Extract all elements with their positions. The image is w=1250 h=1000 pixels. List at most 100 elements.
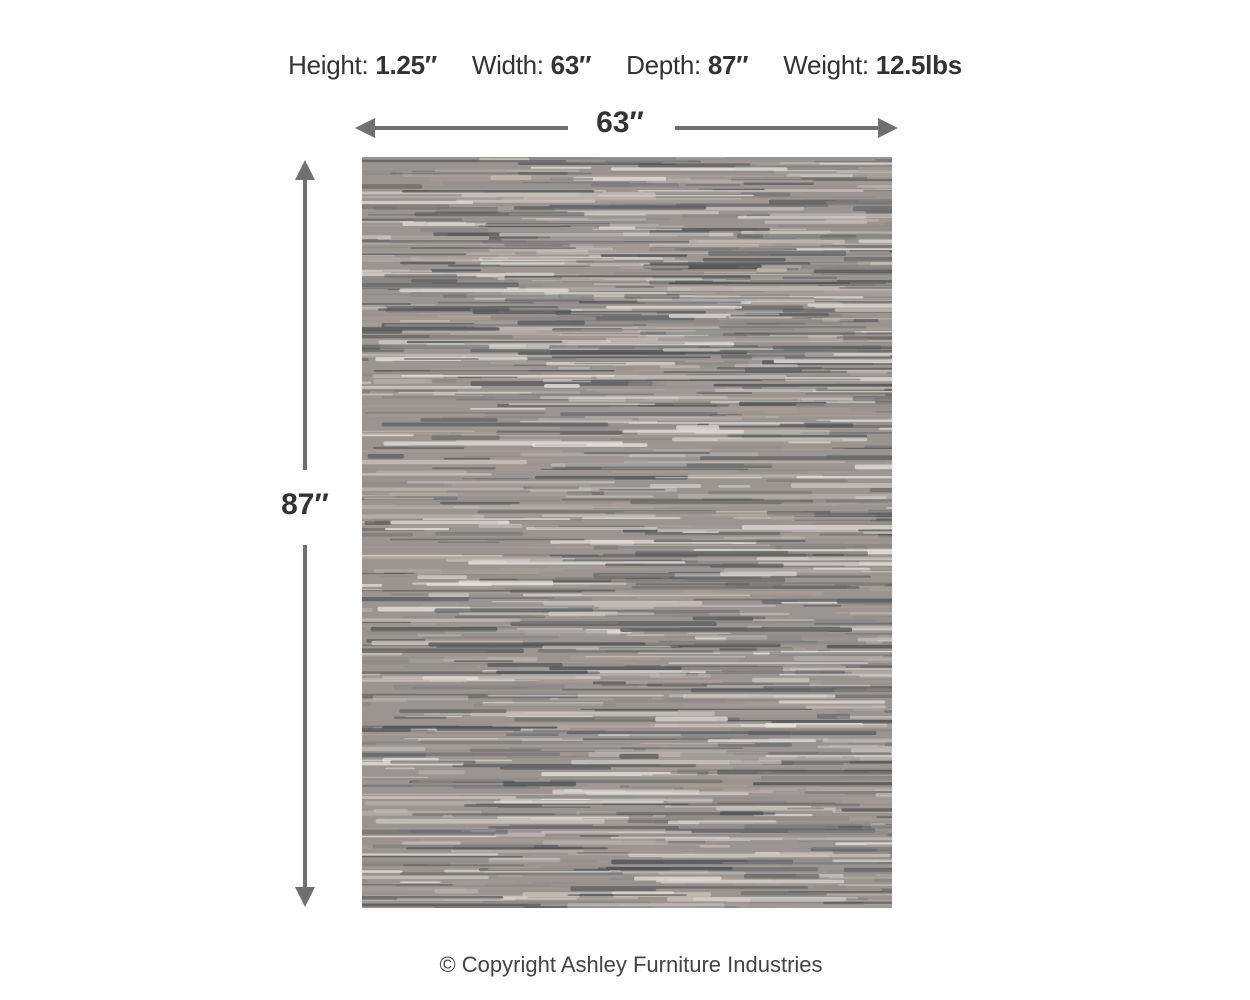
rug-streak (554, 279, 605, 282)
rug-streak (744, 824, 863, 830)
rug-streak (362, 870, 403, 873)
rug-streak (825, 870, 892, 875)
rug-streak (596, 388, 813, 393)
rug-streak (406, 481, 616, 484)
rug-streak (769, 213, 892, 219)
rug-streak (786, 802, 836, 804)
rug-streak (750, 839, 892, 842)
rug-streak (627, 820, 679, 824)
rug-streak (574, 362, 627, 365)
rug-streak (417, 747, 621, 749)
rug-streak (568, 396, 680, 402)
rug-streak (815, 419, 892, 421)
rug-streak (434, 888, 479, 894)
rug-streak (487, 694, 665, 697)
rug-streak (457, 376, 518, 379)
rug-streak (362, 618, 521, 622)
rug-streak (795, 724, 892, 730)
rug-streak (814, 160, 892, 163)
rug-streak (375, 818, 605, 824)
rug-streak (363, 828, 496, 830)
rug-streak (639, 448, 845, 450)
rug-streak (832, 859, 892, 862)
rug-streak (839, 319, 879, 323)
rug-streak (602, 191, 644, 194)
rug-streak (549, 177, 594, 181)
rug-streak (702, 258, 786, 262)
rug-streak (458, 612, 655, 615)
rug-streak (417, 738, 584, 741)
rug-streak (637, 651, 721, 655)
rug-streak (772, 345, 882, 350)
rug-streak (661, 854, 830, 858)
rug-streak (707, 490, 813, 495)
rug-streak (384, 767, 416, 770)
rug-streak (362, 630, 364, 632)
rug-streak (362, 327, 500, 331)
rug-streak (851, 219, 892, 222)
rug-streak (863, 530, 892, 534)
rug-streak (841, 767, 892, 771)
rug-streak (439, 501, 520, 505)
rug-streak (454, 615, 545, 619)
rug-streak (540, 468, 749, 470)
rug-streak (773, 359, 892, 364)
rug-streak (680, 214, 745, 218)
rug-streak (362, 793, 565, 795)
rug-streak (833, 353, 892, 356)
rug-streak (362, 450, 563, 453)
rug-streak (817, 745, 892, 749)
rug-streak (362, 283, 544, 289)
rug-streak (407, 445, 465, 448)
rug-streak (628, 381, 666, 387)
rug-streak (400, 375, 616, 377)
rug-streak (602, 702, 678, 705)
rug-streak (610, 167, 788, 171)
rug-streak (847, 742, 892, 745)
rug-streak (805, 755, 843, 758)
rug-streak (362, 235, 392, 240)
rug-streak (845, 664, 892, 669)
rug-streak (402, 172, 519, 177)
rug-streak (854, 464, 892, 470)
rug-streak (885, 823, 892, 826)
rug-streak (362, 430, 475, 432)
rug-streak (370, 626, 498, 632)
rug-streak (545, 362, 676, 366)
rug-streak (889, 250, 892, 253)
rug-streak (850, 748, 892, 754)
rug-streak (635, 551, 868, 557)
rug-streak (373, 207, 499, 210)
rug-streak (857, 637, 892, 643)
rug-streak (362, 487, 592, 491)
rug-streak (826, 694, 892, 698)
rug-streak (648, 248, 785, 252)
rug-streak (363, 497, 434, 500)
rug-streak (558, 366, 591, 370)
rug-streak (805, 393, 892, 395)
rug-streak (578, 300, 742, 304)
rug-streak (362, 699, 408, 703)
rug-streak (849, 249, 892, 252)
rug-streak (539, 396, 728, 400)
rug-streak (362, 481, 444, 487)
rug-streak (699, 903, 892, 905)
rug-streak (508, 403, 656, 406)
rug-streak (835, 611, 892, 614)
rug-streak (672, 790, 774, 793)
rug-streak (446, 490, 531, 493)
rug-streak (767, 904, 892, 908)
rug-streak (859, 755, 892, 761)
rug-streak (503, 781, 577, 787)
rug-streak (421, 603, 458, 606)
rug-streak (429, 335, 648, 338)
rug-streak (663, 371, 848, 373)
rug-streak (593, 546, 782, 550)
rug-streak (549, 204, 707, 209)
rug-streak (377, 235, 490, 241)
rug-streak (655, 879, 845, 884)
rug-streak (362, 170, 397, 176)
rug-streak (676, 425, 720, 431)
rug-streak (597, 198, 804, 203)
rug-streak (417, 575, 467, 579)
